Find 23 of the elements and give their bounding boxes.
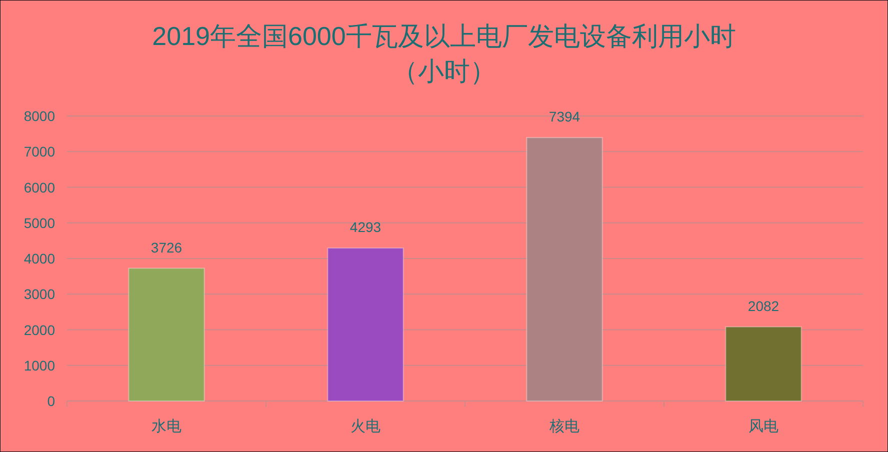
y-tick-label: 8000	[24, 108, 56, 124]
x-tick-label: 核电	[548, 418, 580, 435]
x-tick-label: 水电	[152, 418, 182, 435]
y-tick-label: 1000	[24, 357, 56, 374]
y-tick-label: 5000	[24, 214, 56, 231]
y-tick-label: 4000	[24, 250, 56, 266]
chart-title: 2019年全国6000千瓦及以上电厂发电设备利用小时	[152, 21, 736, 51]
y-tick-label: 3000	[24, 286, 56, 302]
bar	[327, 248, 404, 402]
chart-subtitle: （小时）	[392, 56, 496, 86]
data-label: 4293	[350, 219, 382, 236]
data-label: 7394	[548, 108, 580, 125]
y-tick-label: 7000	[24, 144, 56, 160]
data-label: 2082	[748, 298, 780, 314]
x-tick-label: 火电	[350, 418, 380, 435]
y-tick-label: 6000	[24, 179, 56, 196]
y-tick-label: 0	[47, 393, 56, 409]
bar	[725, 326, 802, 402]
bar	[128, 268, 205, 402]
bar	[526, 137, 603, 402]
y-tick-label: 2000	[24, 322, 56, 338]
data-label: 3726	[150, 239, 182, 256]
x-tick-label: 风电	[748, 418, 778, 435]
